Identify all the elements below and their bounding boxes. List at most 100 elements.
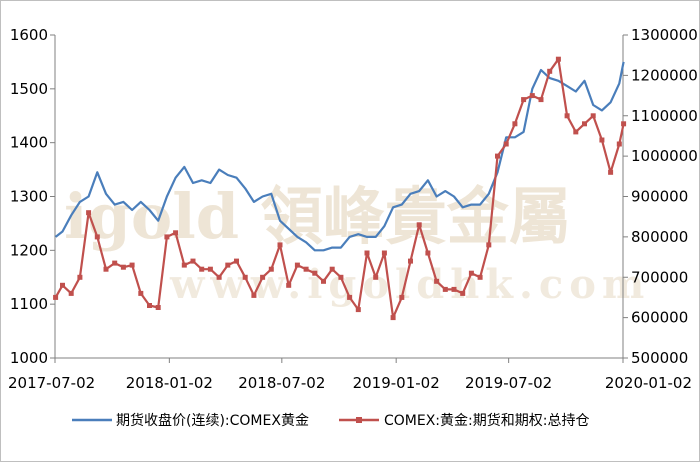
left-y-tick-label: 1600 bbox=[10, 26, 48, 44]
legend: 期货收盘价(连续):COMEX黄金 COMEX:黄金:期货和期权:总持仓 bbox=[72, 412, 589, 429]
series-point bbox=[329, 266, 335, 272]
series-point bbox=[321, 278, 326, 284]
series-point bbox=[555, 56, 561, 62]
series-point bbox=[477, 274, 483, 280]
series-point bbox=[547, 68, 553, 74]
left-y-tick-label: 1200 bbox=[10, 241, 48, 259]
series-point bbox=[486, 242, 492, 248]
series-point bbox=[260, 274, 266, 280]
left-y-tick-label: 1400 bbox=[10, 134, 48, 152]
series-point bbox=[503, 141, 509, 147]
right-y-tick-label: 800000 bbox=[631, 228, 688, 246]
series-point bbox=[277, 242, 283, 248]
series-point bbox=[373, 274, 379, 280]
right-y-tick-label: 1300000 bbox=[631, 26, 698, 44]
series-point bbox=[68, 290, 74, 296]
series-point bbox=[268, 266, 274, 272]
series-point bbox=[103, 266, 109, 272]
series-point bbox=[573, 129, 579, 135]
series-point bbox=[294, 262, 300, 268]
series-point bbox=[460, 290, 466, 296]
series-point bbox=[408, 258, 413, 264]
series-point bbox=[94, 234, 100, 240]
series-point bbox=[442, 286, 448, 292]
legend-marker-open-interest bbox=[356, 417, 362, 423]
series-point bbox=[86, 210, 92, 216]
series-point bbox=[434, 278, 440, 284]
right-y-tick-label: 700000 bbox=[631, 268, 688, 286]
series-point bbox=[207, 266, 213, 272]
series-point bbox=[155, 305, 161, 310]
x-tick-label: 2017-07-02 bbox=[8, 374, 95, 392]
x-tick-label: 2019-07-02 bbox=[465, 374, 552, 392]
series-point bbox=[147, 303, 152, 308]
series-point bbox=[495, 153, 500, 159]
series-point bbox=[190, 258, 196, 264]
series-layer bbox=[53, 56, 627, 321]
left-y-tick-label: 1100 bbox=[10, 295, 48, 313]
series-point bbox=[181, 262, 187, 268]
series-point bbox=[129, 262, 135, 268]
series-line-0 bbox=[54, 61, 625, 252]
series-point bbox=[164, 234, 170, 240]
right-y-tick-label: 1100000 bbox=[631, 107, 698, 125]
series-point bbox=[53, 294, 59, 300]
x-tick-label: 2018-01-02 bbox=[126, 374, 213, 392]
left-y-tick-label: 1300 bbox=[10, 188, 48, 206]
series-point bbox=[199, 266, 205, 272]
series-point bbox=[582, 121, 587, 127]
series-point bbox=[112, 260, 118, 266]
left-y-tick-label: 1000 bbox=[10, 349, 48, 367]
series-point bbox=[355, 307, 361, 313]
series-point bbox=[286, 282, 292, 288]
series-point bbox=[399, 294, 405, 300]
series-point bbox=[425, 250, 431, 256]
series-point bbox=[529, 93, 535, 99]
series-point bbox=[216, 274, 222, 280]
right-y-tick-label: 1200000 bbox=[631, 66, 698, 84]
right-y-tick-label: 900000 bbox=[631, 188, 688, 206]
series-point bbox=[468, 270, 474, 276]
series-point bbox=[77, 274, 83, 280]
series-point bbox=[60, 282, 65, 288]
series-point bbox=[521, 97, 527, 103]
x-tick-label: 2018-07-02 bbox=[238, 374, 325, 392]
watermark: igold 領峰貴金屬 www.igoldhk.com bbox=[64, 180, 644, 308]
series-point bbox=[590, 113, 596, 119]
series-point bbox=[616, 141, 622, 147]
left-y-tick-label: 1500 bbox=[10, 80, 48, 98]
series-point bbox=[451, 286, 457, 292]
series-point bbox=[251, 292, 257, 298]
series-point bbox=[303, 266, 309, 272]
series-point bbox=[564, 113, 570, 119]
left-y-ticks: 1000 1100 1200 1300 1400 1500 1600 bbox=[10, 26, 55, 367]
series-point bbox=[234, 258, 239, 264]
legend-label-gold-price: 期货收盘价(连续):COMEX黄金 bbox=[116, 412, 309, 429]
series-point bbox=[242, 274, 248, 280]
series-point bbox=[621, 121, 627, 127]
x-tick-label: 2019-01-02 bbox=[353, 374, 440, 392]
right-y-tick-label: 600000 bbox=[631, 309, 688, 327]
series-point bbox=[225, 262, 231, 268]
series-point bbox=[608, 169, 614, 175]
series-point bbox=[390, 315, 396, 321]
watermark-logo: igold 領峰貴金屬 bbox=[64, 180, 571, 253]
series-point bbox=[538, 97, 544, 103]
x-tick-label: 2020-01-02 bbox=[605, 374, 692, 392]
series-point bbox=[364, 250, 370, 256]
series-point bbox=[138, 290, 144, 296]
series-point bbox=[512, 121, 518, 127]
series-point bbox=[173, 230, 179, 236]
x-ticks: 2017-07-02 2018-01-02 2018-07-02 2019-01-02… bbox=[8, 358, 692, 392]
legend-label-open-interest: COMEX:黄金:期货和期权:总持仓 bbox=[384, 412, 589, 429]
series-point bbox=[599, 137, 605, 143]
series-point bbox=[120, 264, 126, 270]
series-point bbox=[312, 270, 318, 276]
series-point bbox=[347, 294, 353, 300]
series-point bbox=[416, 222, 422, 228]
series-point bbox=[381, 250, 387, 256]
right-y-tick-label: 500000 bbox=[631, 349, 688, 367]
series-point bbox=[338, 274, 344, 280]
